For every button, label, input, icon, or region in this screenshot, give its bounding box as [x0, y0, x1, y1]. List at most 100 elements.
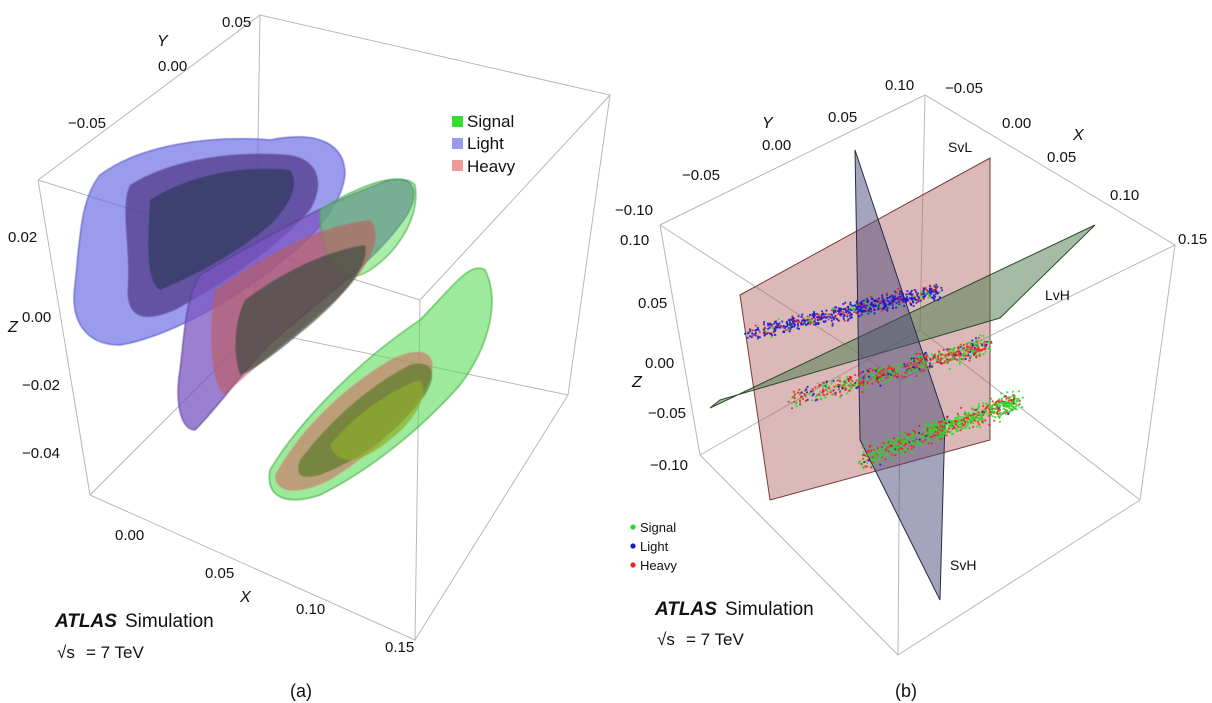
scatter-point-light — [934, 293, 937, 296]
panel-a-atlas-label: ATLAS Simulation √s = 7 TeV — [54, 611, 214, 662]
scatter-point-heavy — [948, 348, 951, 351]
scatter-point-signal — [777, 317, 780, 320]
scatter-point-signal — [955, 430, 958, 433]
scatter-point-signal — [891, 439, 894, 443]
scatter-point-light — [809, 390, 813, 393]
scatter-point-light — [816, 398, 819, 401]
scatter-point-signal — [1004, 412, 1007, 416]
scatter-point-light — [811, 394, 814, 397]
scatter-point-heavy — [770, 323, 774, 326]
scatter-point-heavy — [965, 354, 969, 357]
scatter-point-light — [806, 398, 809, 401]
scatter-point-signal — [825, 385, 828, 388]
axis-label-x: X — [1072, 127, 1085, 144]
scatter-point-signal — [889, 370, 893, 373]
scatter-point-light — [877, 304, 880, 307]
scatter-point-heavy — [978, 423, 981, 426]
scatter-point-heavy — [996, 400, 999, 403]
scatter-point-signal — [815, 394, 819, 397]
scatter-point-heavy — [801, 397, 805, 400]
scatter-point-signal — [874, 457, 877, 460]
scatter-point-signal — [903, 439, 906, 442]
scatter-point-signal — [831, 380, 834, 383]
scatter-point-light — [788, 330, 792, 333]
scatter-point-heavy — [899, 300, 902, 303]
scatter-point-light — [902, 298, 905, 301]
scatter-point-signal — [975, 425, 978, 428]
scatter-point-signal — [963, 348, 966, 351]
scatter-point-light — [757, 328, 760, 331]
scatter-point-light — [793, 319, 796, 322]
scatter-point-signal — [950, 433, 954, 436]
atlas-simulation: Simulation — [125, 611, 214, 632]
scatter-point-heavy — [955, 350, 958, 353]
scatter-point-light — [883, 302, 886, 305]
scatter-point-light — [782, 324, 785, 328]
scatter-point-signal — [1013, 407, 1017, 410]
scatter-point-heavy — [837, 312, 840, 316]
scatter-point-light — [746, 336, 749, 339]
scatter-point-signal — [828, 385, 831, 388]
scatter-point-heavy — [784, 328, 788, 331]
scatter-point-signal — [844, 384, 847, 387]
scatter-point-heavy — [799, 402, 802, 405]
scatter-point-light — [928, 362, 931, 365]
scatter-point-signal — [960, 416, 963, 419]
scatter-point-heavy — [885, 292, 888, 295]
scatter-point-signal — [925, 364, 928, 367]
scatter-point-light — [831, 322, 834, 325]
scatter-point-heavy — [880, 369, 884, 372]
legend-label-heavy: Heavy — [467, 157, 516, 176]
scatter-point-signal — [901, 451, 904, 454]
scatter-point-light — [879, 384, 882, 387]
scatter-point-heavy — [918, 424, 921, 428]
scatter-point-light — [985, 343, 988, 346]
scatter-point-signal — [795, 405, 798, 408]
tick-label: 0.00 — [645, 355, 674, 372]
scatter-point-light — [865, 304, 869, 307]
scatter-point-heavy — [903, 451, 907, 454]
scatter-point-light — [771, 334, 774, 337]
scatter-point-signal — [850, 387, 853, 390]
scatter-point-signal — [1012, 408, 1015, 411]
scatter-point-light — [803, 321, 806, 324]
scatter-point-signal — [980, 339, 983, 342]
panel-b-point-clouds — [744, 283, 1024, 470]
scatter-point-signal — [914, 359, 918, 362]
scatter-point-signal — [979, 334, 982, 337]
scatter-point-signal — [962, 416, 965, 419]
scatter-point-heavy — [913, 360, 916, 363]
scatter-point-light — [754, 334, 757, 337]
scatter-point-heavy — [1013, 402, 1016, 405]
scatter-point-heavy — [758, 330, 761, 334]
scatter-point-signal — [883, 445, 886, 448]
scatter-point-heavy — [926, 427, 929, 430]
scatter-point-signal — [912, 440, 915, 443]
scatter-point-heavy — [978, 354, 981, 357]
scatter-point-light — [930, 365, 934, 368]
scatter-point-light — [918, 438, 921, 441]
scatter-point-heavy — [975, 349, 978, 352]
scatter-point-heavy — [870, 466, 873, 469]
scatter-point-heavy — [897, 448, 900, 451]
scatter-point-heavy — [811, 390, 814, 393]
scatter-point-light — [889, 295, 892, 298]
tick-label: −0.05 — [682, 167, 720, 184]
scatter-point-light — [842, 317, 845, 320]
scatter-point-light — [808, 313, 812, 316]
scatter-point-signal — [897, 363, 900, 366]
scatter-point-heavy — [886, 376, 889, 379]
scatter-point-signal — [971, 350, 974, 353]
scatter-point-signal — [974, 353, 977, 357]
scatter-point-signal — [979, 425, 982, 428]
legend-label-heavy: Heavy — [640, 558, 677, 573]
scatter-point-signal — [1004, 408, 1007, 411]
plane-label-svh: SvH — [950, 557, 976, 573]
scatter-point-signal — [864, 442, 867, 445]
scatter-point-signal — [936, 439, 940, 442]
scatter-point-light — [948, 421, 951, 424]
scatter-point-heavy — [874, 302, 877, 305]
scatter-point-light — [848, 311, 851, 314]
scatter-point-heavy — [978, 350, 981, 353]
scatter-point-light — [767, 327, 770, 330]
